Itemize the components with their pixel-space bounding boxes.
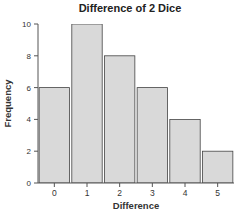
bar: [104, 56, 134, 183]
x-tick: [185, 183, 186, 187]
y-tick-label: 10: [22, 20, 31, 29]
x-tick-label: 5: [215, 188, 220, 198]
x-tick-label: 1: [85, 188, 90, 198]
bars: [39, 24, 233, 183]
chart: Difference of 2 Dice Frequency Difference 0…: [0, 0, 242, 214]
x-tick-label: 3: [150, 188, 155, 198]
y-tick: [34, 151, 38, 152]
x-tick: [217, 183, 218, 187]
bar: [39, 88, 69, 183]
y-axis: [38, 24, 39, 183]
y-tick: [34, 24, 38, 25]
y-tick: [34, 87, 38, 88]
y-tick: [34, 119, 38, 120]
x-tick-label: 0: [52, 188, 57, 198]
x-tick: [152, 183, 153, 187]
x-tick-label: 2: [117, 188, 122, 198]
bar: [137, 88, 167, 183]
x-tick: [87, 183, 88, 187]
y-tick-label: 2: [27, 147, 32, 156]
x-tick: [54, 183, 55, 187]
y-tick-label: 0: [27, 179, 32, 188]
title: Difference of 2 Dice: [79, 2, 182, 14]
x-label: Difference: [113, 200, 159, 211]
y-tick-label: 8: [27, 52, 32, 61]
x-tick: [119, 183, 120, 187]
y-label: Frequency: [2, 79, 13, 128]
bar: [202, 151, 232, 183]
x-axis: [38, 183, 234, 184]
y-tick-label: 6: [27, 84, 32, 93]
x-tick-label: 4: [183, 188, 188, 198]
y-tick-label: 4: [27, 115, 32, 124]
y-tick: [34, 183, 38, 184]
bar: [72, 24, 102, 183]
bar: [170, 119, 200, 183]
y-tick: [34, 55, 38, 56]
